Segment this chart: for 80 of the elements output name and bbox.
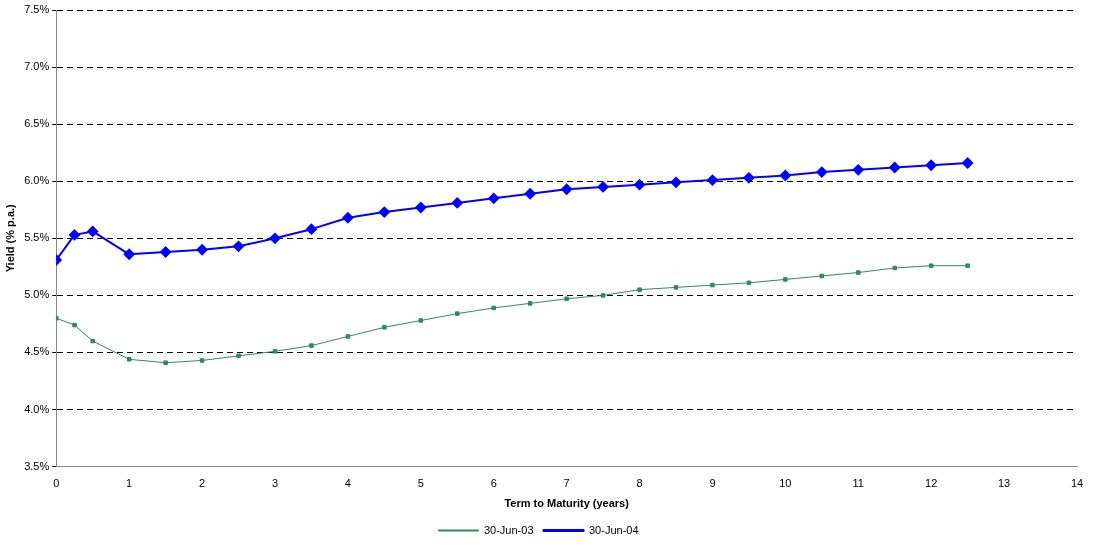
y-tick-label: 4.0%	[24, 402, 50, 415]
point	[670, 176, 682, 188]
x-tick-label: 10	[779, 477, 792, 490]
y-tick-label: 4.5%	[24, 345, 50, 358]
point	[342, 212, 354, 224]
point	[305, 223, 317, 235]
x-tick-label: 2	[199, 477, 206, 490]
point	[90, 338, 95, 344]
point	[597, 181, 609, 193]
point	[856, 270, 861, 275]
point	[123, 248, 135, 260]
x-tick-label: 4	[344, 477, 351, 490]
x-tick-label: 7	[563, 477, 570, 490]
x-tick-label: 3	[271, 477, 279, 490]
y-tick-label: 3.5%	[24, 459, 50, 472]
legend-label: 30-Jun-03	[483, 523, 534, 536]
point	[710, 282, 715, 288]
point	[236, 353, 241, 359]
point	[889, 162, 901, 174]
point	[743, 172, 755, 184]
point	[418, 318, 424, 323]
point	[928, 263, 934, 268]
point	[491, 305, 496, 311]
point	[561, 183, 573, 195]
point	[72, 322, 77, 328]
point	[783, 277, 788, 282]
point	[819, 273, 825, 279]
point	[272, 349, 278, 354]
x-axis-title: Term to Maturity (years)	[504, 497, 630, 510]
point	[126, 357, 132, 362]
point	[852, 164, 864, 176]
point	[160, 246, 172, 258]
point	[87, 225, 99, 237]
point	[345, 334, 351, 339]
point	[564, 296, 569, 302]
point	[199, 358, 205, 363]
point	[706, 174, 718, 186]
point	[634, 179, 646, 191]
point	[69, 229, 80, 241]
point	[673, 285, 679, 290]
point	[600, 293, 606, 298]
x-tick-label: 12	[925, 477, 938, 490]
point	[962, 157, 974, 169]
legend-label: 30-Jun-04	[589, 523, 639, 536]
y-tick-label: 6.0%	[24, 174, 50, 187]
point	[378, 206, 390, 218]
y-tick-label: 6.5%	[24, 117, 50, 130]
x-tick-label: 11	[852, 477, 864, 490]
point	[233, 240, 245, 252]
y-tick-label: 5.0%	[24, 288, 50, 301]
point	[382, 325, 387, 330]
point	[415, 201, 427, 213]
y-tick-label: 7.5%	[24, 3, 50, 16]
x-tick-label: 1	[126, 477, 133, 490]
point	[309, 343, 314, 348]
point	[451, 197, 463, 209]
point	[816, 166, 828, 178]
x-tick-label: 5	[417, 477, 424, 490]
point	[892, 265, 897, 271]
point	[488, 192, 500, 204]
point	[163, 360, 168, 365]
point	[637, 287, 642, 292]
x-tick-label: 9	[709, 477, 716, 490]
point	[524, 188, 536, 200]
y-tick-label: 7.0%	[24, 60, 50, 73]
x-tick-label: 14	[1070, 477, 1084, 490]
x-tick-label: 8	[636, 477, 643, 490]
x-tick-label: 13	[997, 477, 1011, 490]
point	[779, 170, 791, 182]
point	[925, 159, 937, 171]
point	[455, 311, 460, 316]
point	[269, 232, 281, 244]
x-tick-label: 6	[490, 477, 497, 490]
point	[965, 263, 970, 268]
point	[196, 244, 208, 256]
point	[527, 301, 533, 306]
x-tick-label: 0	[53, 477, 60, 490]
point	[746, 280, 752, 286]
y-tick-label: 5.5%	[24, 231, 50, 244]
y-axis-title: Yield (% p.a.)	[3, 203, 16, 273]
